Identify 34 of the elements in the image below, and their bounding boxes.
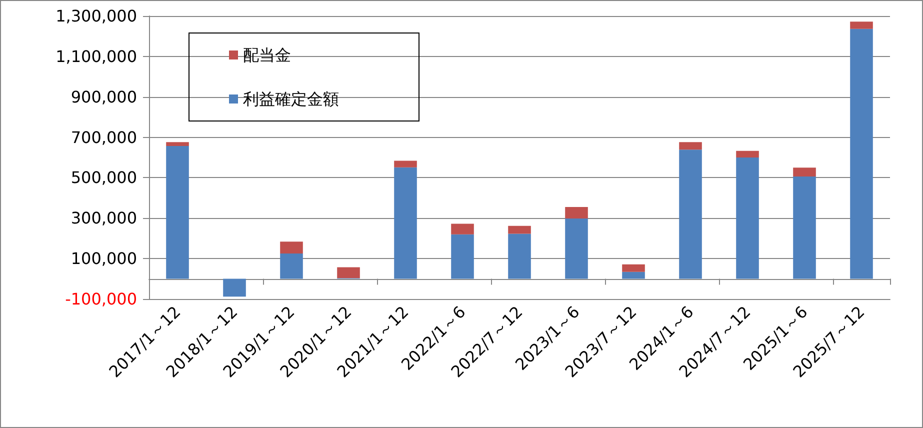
- bar: [451, 234, 474, 279]
- bar: [850, 28, 873, 279]
- bar: [565, 207, 588, 219]
- bar: [793, 168, 816, 176]
- legend-label: 配当金: [243, 46, 291, 64]
- y-tick-label: 100,000: [70, 249, 137, 268]
- bar: [622, 264, 645, 272]
- bar: [679, 142, 702, 150]
- bar: [394, 167, 417, 279]
- y-tick-label: 700,000: [70, 128, 137, 147]
- y-tick-label: 1,100,000: [56, 46, 137, 66]
- bar: [622, 272, 645, 279]
- bar: [679, 150, 702, 279]
- y-tick-label: 1,300,000: [56, 6, 137, 26]
- bar: [508, 234, 531, 279]
- bar: [280, 242, 303, 254]
- y-tick-label: -100,000: [65, 290, 137, 308]
- bar: [736, 150, 759, 158]
- bar: [508, 226, 531, 234]
- bar: [565, 218, 588, 279]
- y-tick-label: 300,000: [70, 208, 137, 228]
- bar: [394, 160, 417, 168]
- bar: [223, 278, 246, 297]
- bar: [166, 146, 189, 279]
- bar: [337, 267, 360, 278]
- y-tick-label: 500,000: [70, 168, 137, 188]
- legend-label: 利益確定金額: [243, 90, 339, 108]
- bar: [850, 22, 873, 29]
- bar: [451, 224, 474, 234]
- bar: [280, 254, 303, 279]
- bar: [166, 142, 189, 146]
- y-tick-label: 900,000: [70, 87, 137, 106]
- bar: [736, 158, 759, 279]
- bar: [793, 176, 816, 279]
